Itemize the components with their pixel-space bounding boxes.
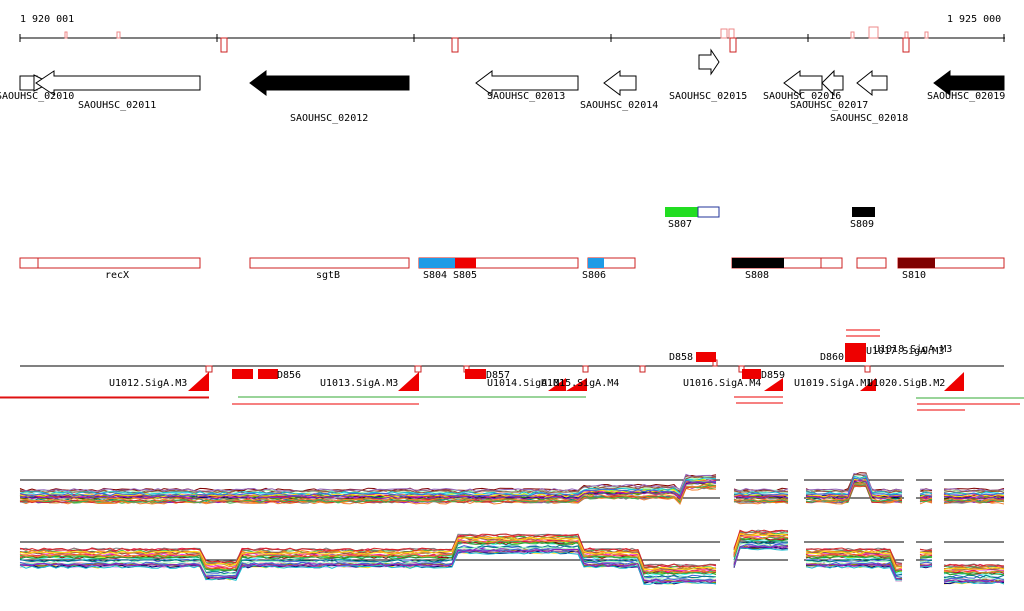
gene-label[interactable]: SAOUHSC_02019 xyxy=(927,91,1006,102)
gene-label[interactable]: SAOUHSC_02018 xyxy=(830,113,909,124)
tss-track xyxy=(0,329,1024,411)
gene-label[interactable]: SAOUHSC_02012 xyxy=(290,113,369,124)
ruler-start-label: 1 920 001 xyxy=(20,14,75,25)
gene-arrow-02017[interactable] xyxy=(821,69,844,97)
d-feature-label: D860 xyxy=(820,352,845,363)
position-ruler xyxy=(19,26,1005,53)
ruler-end-label: 1 925 000 xyxy=(947,14,1002,25)
tss-label: U1017.SigA.M3 xyxy=(866,346,945,357)
coverage-trace xyxy=(19,535,1005,574)
tss-label: U1019.SigA.M1 xyxy=(794,378,873,389)
annotation-label: recX xyxy=(105,270,130,281)
annotation-label: S804 xyxy=(423,270,448,281)
tss-label: U1015.SigA.M4 xyxy=(541,378,620,389)
coverage-trace xyxy=(19,473,1005,494)
gene-label[interactable]: SAOUHSC_02014 xyxy=(580,100,659,111)
gene-track xyxy=(19,48,1005,97)
segment-s809[interactable] xyxy=(852,207,875,217)
coverage-trace xyxy=(19,545,1005,583)
gene-arrow-02014[interactable] xyxy=(603,70,637,96)
d-feature-label: D857 xyxy=(486,370,511,381)
ruler-down-marks xyxy=(220,37,910,53)
gene-label[interactable]: SAOUHSC_02017 xyxy=(790,100,869,111)
gene-label[interactable]: SAOUHSC_02013 xyxy=(487,91,566,102)
gene-label[interactable]: SAOUHSC_02016 xyxy=(763,91,842,102)
gene-arrow-02018[interactable] xyxy=(856,69,888,97)
tss-label: U1013.SigA.M3 xyxy=(320,378,399,389)
gene-arrow-02013[interactable] xyxy=(475,70,579,96)
annotation-label: sgtB xyxy=(316,270,341,281)
coverage-trace xyxy=(19,540,1005,579)
segment-label: S807 xyxy=(668,219,693,230)
coverage-trace xyxy=(19,529,1005,568)
segment-label: S809 xyxy=(850,219,875,230)
tss-label: U1014.SigA.M1 xyxy=(487,378,566,389)
segment-s807[interactable] xyxy=(665,207,698,217)
coverage-trace xyxy=(19,479,1005,500)
segment-track xyxy=(665,206,875,218)
coverage-trace xyxy=(19,475,1005,496)
coverage-trace xyxy=(19,483,1005,502)
tss-label: U1012.SigA.M3 xyxy=(109,378,188,389)
annotation-track xyxy=(19,257,1005,269)
expression-track-1 xyxy=(19,472,1005,506)
tss-label: U1020.SigB.M2 xyxy=(867,378,946,389)
tss-label: U1016.SigA.M4 xyxy=(683,378,762,389)
coverage-trace xyxy=(19,477,1005,497)
annotation-label: S808 xyxy=(745,270,770,281)
annotation-label: S806 xyxy=(582,270,607,281)
d-feature-label: D858 xyxy=(669,352,694,363)
d-feature-blocks xyxy=(232,343,866,379)
coverage-trace xyxy=(19,547,1005,585)
gene-label[interactable]: SAOUHSC_02011 xyxy=(78,100,157,111)
d-feature-label: D859 xyxy=(761,370,786,381)
expression-track-2 xyxy=(19,529,1005,585)
ruler-feature-marks xyxy=(64,26,929,39)
gene-label[interactable]: SAOUHSC_02015 xyxy=(669,91,748,102)
annotation-fills xyxy=(419,258,935,268)
d-feature-label: D856 xyxy=(277,370,302,381)
tss-label: U1018.SigA.M3 xyxy=(874,344,953,355)
gene-label[interactable]: SAOUHSC_02010 xyxy=(0,91,75,102)
coverage-trace xyxy=(19,544,1005,582)
coverage-trace xyxy=(19,533,1005,571)
gene-arrow-02015[interactable] xyxy=(698,48,720,76)
gene-arrow-02012[interactable] xyxy=(249,70,410,96)
gene-arrow-02011[interactable] xyxy=(35,70,201,96)
gene-arrow-02019[interactable] xyxy=(933,70,1005,96)
annotation-label: S810 xyxy=(902,270,927,281)
gene-arrow-02016[interactable] xyxy=(783,70,823,96)
coverage-trace xyxy=(19,538,1005,576)
annotation-label: S805 xyxy=(453,270,478,281)
